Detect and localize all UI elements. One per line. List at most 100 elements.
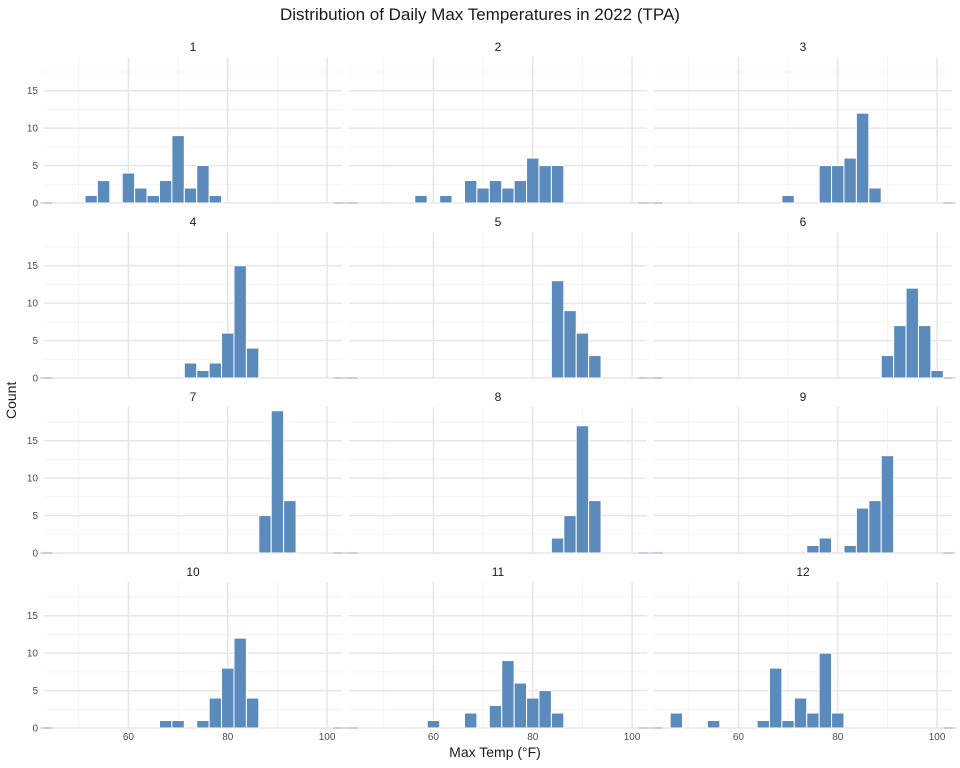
- x-axis-label: Max Temp (°F): [449, 744, 541, 760]
- histogram-bar: [171, 135, 185, 204]
- facet-strip-label: 6: [800, 215, 807, 229]
- facet-panel-9: 9: [650, 390, 956, 554]
- histogram-bar: [563, 515, 577, 554]
- y-tick-label: 10: [27, 124, 39, 135]
- x-tick-label: 80: [832, 732, 844, 743]
- histogram-bar: [756, 720, 770, 729]
- facet-strip-label: 5: [495, 215, 502, 229]
- histogram-bar: [550, 537, 565, 554]
- histogram-bar: [513, 180, 528, 204]
- histogram-bar: [669, 712, 684, 729]
- x-tick-label: 80: [222, 732, 234, 743]
- facet-strip-label: 10: [186, 565, 200, 579]
- histogram-bar: [550, 165, 565, 204]
- histogram-bar: [588, 355, 602, 379]
- histogram-bar: [818, 537, 833, 554]
- histogram-bar: [855, 112, 870, 204]
- facet-strip-label: 3: [800, 40, 807, 54]
- y-tick-label: 0: [32, 199, 38, 210]
- facet-panel-6: 6: [650, 215, 956, 379]
- histogram-bar: [526, 157, 540, 204]
- histogram-bar: [463, 180, 478, 204]
- histogram-bar: [513, 682, 528, 729]
- y-tick-label: 5: [32, 686, 38, 697]
- histogram-bar: [208, 697, 223, 729]
- histogram-bar: [818, 652, 833, 729]
- histogram-bar: [158, 180, 173, 204]
- histogram-bar: [96, 180, 111, 204]
- histogram-bar: [221, 667, 235, 729]
- y-tick-label: 10: [27, 299, 39, 310]
- histogram-bar: [196, 720, 210, 729]
- facet-panel-2: 2: [345, 40, 651, 204]
- histogram-bar: [588, 500, 602, 554]
- histogram-bar: [134, 187, 148, 204]
- histogram-bar: [233, 265, 247, 379]
- x-tick-label: 100: [929, 732, 946, 743]
- histogram-bar: [171, 720, 185, 729]
- histogram-bar: [488, 180, 503, 204]
- histogram-bar: [221, 332, 235, 379]
- histogram-bar: [831, 165, 845, 204]
- facet-strip-label: 4: [190, 215, 197, 229]
- x-tick-label: 80: [527, 732, 539, 743]
- histogram-bar: [563, 310, 577, 379]
- y-tick-label: 0: [32, 374, 38, 385]
- chart-title: Distribution of Daily Max Temperatures i…: [280, 5, 680, 24]
- histogram-bar: [905, 287, 919, 379]
- y-tick-label: 5: [32, 511, 38, 522]
- y-tick-label: 10: [27, 649, 39, 660]
- histogram-bar: [208, 195, 223, 204]
- histogram-bar: [183, 187, 198, 204]
- y-tick-label: 5: [32, 161, 38, 172]
- histogram-bar: [463, 712, 478, 729]
- facet-strip-label: 9: [800, 390, 807, 404]
- histogram-bar: [806, 545, 820, 554]
- histogram-bar: [880, 355, 895, 379]
- histogram-bar: [917, 325, 932, 379]
- histogram-bar: [121, 172, 136, 204]
- histogram-bar: [158, 720, 173, 729]
- facet-panel-12: 12 60 80 100: [650, 565, 956, 743]
- facet-panel-5: 5: [345, 215, 651, 379]
- histogram-bar: [84, 195, 98, 204]
- histogram-bar: [183, 362, 198, 379]
- facet-panel-3: 3: [650, 40, 956, 204]
- facet-strip-label: 1: [190, 40, 197, 54]
- histogram-bar: [538, 690, 552, 729]
- histogram-bar: [426, 720, 441, 729]
- histogram-bar: [488, 705, 503, 729]
- facet-strip-label: 11: [492, 565, 505, 579]
- x-tick-label: 60: [733, 732, 745, 743]
- histogram-bar: [793, 697, 808, 729]
- histogram-bar: [476, 187, 490, 204]
- y-tick-label: 0: [32, 724, 38, 735]
- facet-panel-7: 7 0 5 10 15: [27, 390, 346, 560]
- histogram-bar: [245, 697, 260, 729]
- histogram-bar: [831, 712, 845, 729]
- histogram-bar: [880, 455, 895, 554]
- facet-panel-8: 8: [345, 390, 651, 554]
- histogram-bar: [781, 720, 795, 729]
- histogram-bar: [550, 712, 565, 729]
- histogram-bar: [414, 195, 428, 204]
- histogram-bar: [575, 425, 590, 554]
- histogram-bar: [526, 697, 540, 729]
- histogram-bar: [538, 165, 552, 204]
- histogram-bar: [893, 325, 907, 379]
- histogram-bar: [283, 500, 297, 554]
- histogram-bar: [818, 165, 833, 204]
- x-tick-label: 100: [624, 732, 641, 743]
- histogram-bar: [806, 712, 820, 729]
- histogram-bar: [550, 280, 565, 379]
- y-tick-label: 15: [27, 86, 39, 97]
- histogram-bar: [501, 660, 515, 729]
- histogram-bar: [768, 667, 783, 729]
- x-tick-label: 60: [123, 732, 135, 743]
- facet-strip-label: 2: [495, 40, 502, 54]
- facet-panel-4: 4 0 5 10 15: [27, 215, 346, 385]
- histogram-bar: [270, 410, 285, 554]
- y-tick-label: 15: [27, 436, 39, 447]
